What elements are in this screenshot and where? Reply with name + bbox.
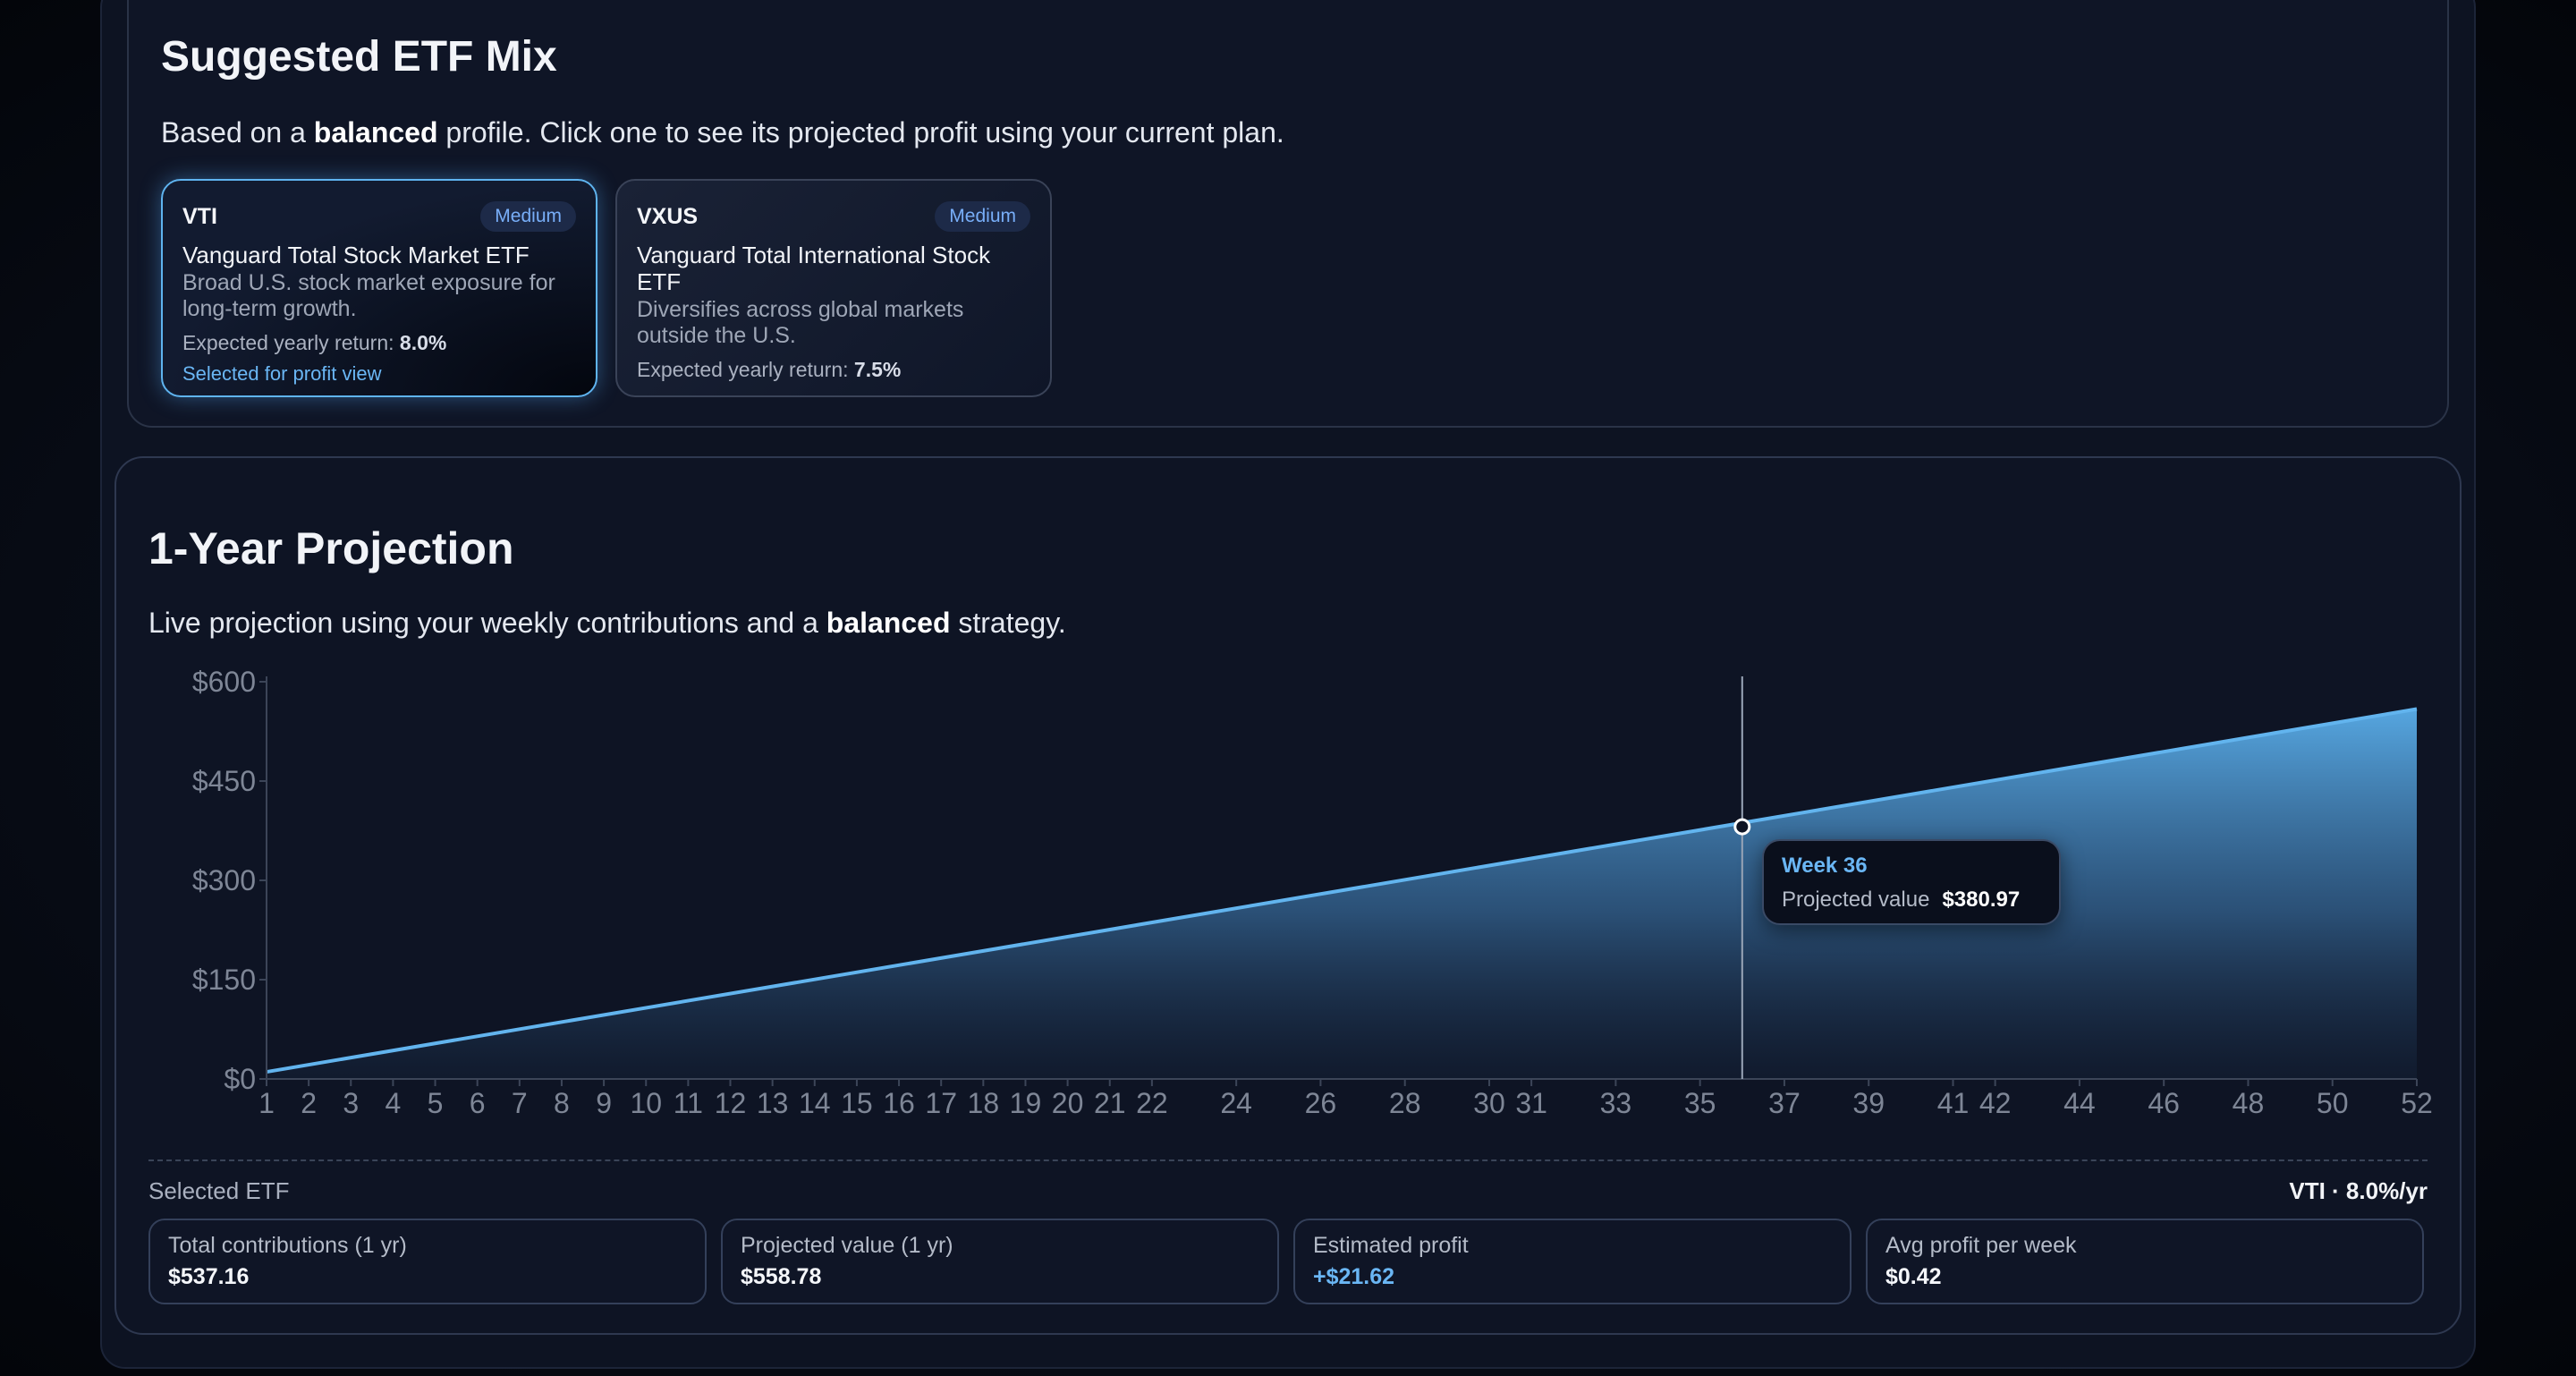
x-tick-label: 16 — [883, 1087, 915, 1119]
etf-ticker: VTI — [182, 203, 217, 229]
series-line — [266, 707, 2418, 1074]
y-tick-label: $0 — [224, 1063, 256, 1095]
stat-value: +$21.62 — [1313, 1264, 1395, 1289]
x-tick-label: 9 — [596, 1087, 612, 1119]
tooltip-week: Week 36 — [1782, 854, 1868, 878]
etf-name: Vanguard Total Stock Market ETF — [182, 242, 530, 268]
y-tick-label: $300 — [192, 864, 256, 896]
y-tick-label: $150 — [192, 964, 256, 996]
stat-estimated-profit: Estimated profit +$21.62 — [1293, 1219, 1852, 1304]
x-tick-label: 5 — [428, 1087, 444, 1119]
x-tick-label: 48 — [2233, 1087, 2265, 1119]
x-tick-label: 19 — [1010, 1087, 1042, 1119]
stat-label: Projected value (1 yr) — [741, 1233, 953, 1258]
tooltip-row: Projected value $380.97 — [1782, 888, 2041, 913]
x-tick-label: 22 — [1136, 1087, 1168, 1119]
x-tick-label: 20 — [1052, 1087, 1084, 1119]
stat-label: Total contributions (1 yr) — [168, 1233, 407, 1258]
highlight-point — [1733, 818, 1751, 836]
etf-card-vti[interactable]: VTI Medium Vanguard Total Stock Market E… — [161, 179, 597, 397]
etf-note: Broad U.S. stock market exposure for lon… — [182, 270, 555, 321]
tooltip-value: $380.97 — [1942, 888, 2021, 912]
x-tick-label: 46 — [2148, 1087, 2180, 1119]
x-tick-label: 2 — [301, 1087, 317, 1119]
etf-name: Vanguard Total International Stock ETF — [637, 242, 991, 295]
stat-label: Estimated profit — [1313, 1233, 1469, 1258]
tooltip-label: Projected value — [1782, 888, 1930, 912]
x-tick-label: 37 — [1768, 1087, 1801, 1119]
x-tick-label: 15 — [841, 1087, 873, 1119]
y-tick-label: $450 — [192, 765, 256, 797]
x-tick-label: 18 — [968, 1087, 1000, 1119]
x-tick-label: 35 — [1684, 1087, 1716, 1119]
x-tick-label: 33 — [1600, 1087, 1632, 1119]
x-tick-label: 13 — [757, 1087, 789, 1119]
x-tick-label: 11 — [674, 1087, 703, 1119]
stat-value: $0.42 — [1885, 1264, 1942, 1289]
stat-value: $558.78 — [741, 1264, 822, 1289]
x-tick-label: 12 — [715, 1087, 747, 1119]
projection-title: 1-Year Projection — [148, 523, 514, 573]
risk-badge: Medium — [935, 201, 1030, 232]
etf-card-vxus[interactable]: VXUS Medium Vanguard Total International… — [615, 179, 1052, 397]
selected-indicator: Selected for profit view — [182, 362, 382, 385]
projection-chart[interactable]: $0 $150 $300 $450 $600 1 2 3 4 5 6 7 8 9 10 11 12 13 14 15 1… — [148, 666, 2438, 1131]
stat-value: $537.16 — [168, 1264, 250, 1289]
y-tick-label: $600 — [192, 666, 256, 698]
etf-expected-return: Expected yearly return: 8.0% — [182, 331, 447, 354]
etf-expected-return: Expected yearly return: 7.5% — [637, 358, 902, 381]
etf-ticker: VXUS — [637, 203, 699, 229]
x-tick-label: 44 — [2063, 1087, 2096, 1119]
stat-label: Avg profit per week — [1885, 1233, 2077, 1258]
x-tick-label: 39 — [1852, 1087, 1885, 1119]
x-tick-label: 50 — [2317, 1087, 2349, 1119]
x-tick-label: 42 — [1979, 1087, 2012, 1119]
x-tick-label: 4 — [386, 1087, 402, 1119]
x-tick-label: 14 — [799, 1087, 831, 1119]
x-tick-label: 30 — [1473, 1087, 1505, 1119]
stat-avg-profit-week: Avg profit per week $0.42 — [1866, 1219, 2424, 1304]
x-tick-label: 17 — [925, 1087, 957, 1119]
chart-tooltip: Week 36 Projected value $380.97 — [1762, 839, 2061, 925]
x-tick-label: 6 — [470, 1087, 486, 1119]
x-tick-label: 3 — [343, 1087, 359, 1119]
x-tick-label: 41 — [1937, 1087, 1970, 1119]
x-tick-label: 10 — [630, 1087, 662, 1119]
projection-description: Live projection using your weekly contri… — [148, 607, 1066, 639]
x-tick-label: 21 — [1094, 1087, 1126, 1119]
x-tick-label: 31 — [1515, 1087, 1547, 1119]
selected-etf-label: Selected ETF — [148, 1177, 290, 1204]
x-tick-label: 28 — [1389, 1087, 1421, 1119]
x-tick-label: 26 — [1305, 1087, 1337, 1119]
stat-projected-value: Projected value (1 yr) $558.78 — [721, 1219, 1279, 1304]
etf-mix-title: Suggested ETF Mix — [161, 33, 557, 81]
risk-badge: Medium — [480, 201, 576, 232]
x-tick-label: 52 — [2401, 1087, 2433, 1119]
x-tick-label: 1 — [258, 1087, 275, 1119]
selected-etf-value: VTI · 8.0%/yr — [2289, 1177, 2428, 1204]
x-tick-label: 24 — [1220, 1087, 1252, 1119]
x-tick-label: 7 — [512, 1087, 528, 1119]
etf-note: Diversifies across global markets outsid… — [637, 297, 964, 348]
etf-mix-description: Based on a balanced profile. Click one t… — [161, 116, 1284, 149]
section-divider — [148, 1159, 2428, 1161]
x-tick-label: 8 — [554, 1087, 570, 1119]
stat-total-contributions: Total contributions (1 yr) $537.16 — [148, 1219, 707, 1304]
